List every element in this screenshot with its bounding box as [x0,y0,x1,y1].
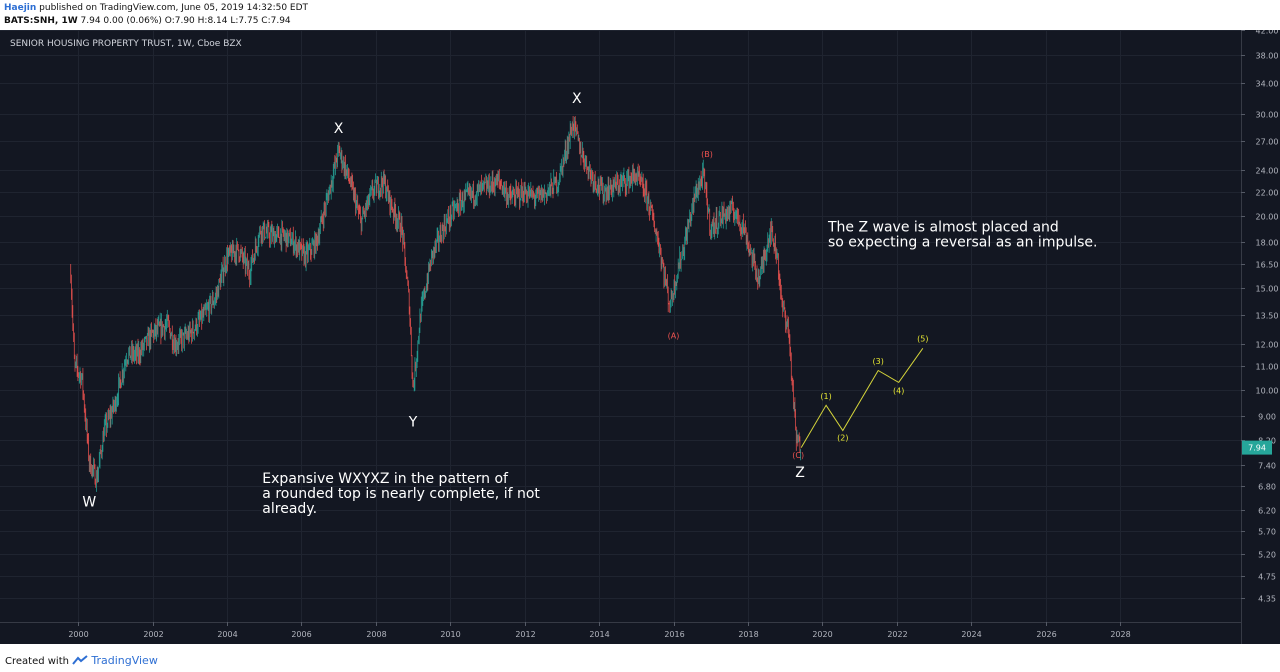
x-tick-label: 2002 [143,630,163,639]
y-tick-label: 6.80 [1258,483,1276,492]
chart-background [0,30,1280,644]
wave-label: Z [795,465,805,481]
note-line: The Z wave is almost placed and [827,220,1059,236]
tradingview-brand[interactable]: TradingView [91,654,158,667]
tradingview-logo-icon [72,655,91,667]
last-price-label: 7.94 [1248,444,1266,453]
y-tick-label: 24.00 [1256,167,1279,176]
x-tick-label: 2026 [1036,630,1056,639]
y-tick-label: 27.00 [1256,138,1279,147]
x-tick-label: 2010 [440,630,460,639]
symbol-info: BATS:SNH, 1W 7.94 0.00 (0.06%) O:7.90 H:… [4,16,291,26]
x-tick-label: 2008 [366,630,386,639]
chart-grid [0,30,1241,622]
wave-label: Y [408,415,418,431]
x-tick-label: 2014 [589,630,609,639]
wave-label: (2) [837,434,848,443]
x-tick-label: 2028 [1110,630,1130,639]
wave-label: W [82,494,96,510]
wave-label: (3) [873,357,884,366]
wave-label: (A) [668,332,680,341]
last-price-badge: 7.94 [1242,440,1272,455]
y-tick-label: 6.20 [1258,507,1276,516]
y-tick-label: 20.00 [1256,213,1279,222]
last-price-badge-bg [1242,440,1272,455]
y-tick-label: 22.00 [1256,189,1279,198]
y-tick-label: 4.75 [1258,573,1276,582]
note-text: Expansive WXYXZ in the pattern of a round… [262,471,540,517]
y-tick-label: 18.00 [1256,239,1279,248]
x-tick-label: 2016 [664,630,684,639]
author-link[interactable]: Haejin [4,3,37,13]
y-tick-label: 11.00 [1256,363,1279,372]
publish-info: Haejin published on TradingView.com, Jun… [4,3,308,13]
chart-area[interactable]: W X Y X Z (A) (B) (C) (1) (2) (3) (4) (5) The Z wave… [0,27,1280,644]
x-tick-label: 2022 [887,630,907,639]
y-tick-label: 10.00 [1256,387,1279,396]
y-tick-label: 5.20 [1258,551,1276,560]
x-tick-label: 2012 [515,630,535,639]
wave-labels: W X Y X Z (A) (B) (C) (1) (2) (3) (4) (5) [82,91,928,510]
x-tick-label: 2020 [812,630,832,639]
note-line: Expansive WXYXZ in the pattern of [262,471,509,487]
x-tick-label: 2006 [291,630,311,639]
wave-label: (B) [701,150,713,159]
y-tick-label: 42.00 [1256,30,1279,36]
chart-title: SENIOR HOUSING PROPERTY TRUST, 1W, Cboe … [10,39,242,49]
y-tick-label: 15.00 [1256,285,1279,294]
chart-notes: The Z wave is almost placed and so expect… [262,220,1097,517]
y-tick-label: 38.00 [1256,52,1279,61]
publish-header: Haejin published on TradingView.com, Jun… [0,0,1280,30]
note-line: so expecting a reversal as an impulse. [828,235,1097,251]
note-text: The Z wave is almost placed and so expect… [827,220,1097,251]
wave-label: X [334,121,344,137]
footer: Created with TradingView [0,646,1280,672]
y-tick-label: 7.40 [1258,462,1276,471]
ohlc-values: 7.94 0.00 (0.06%) O:7.90 H:8.14 L:7.75 C… [80,16,291,26]
price-series [800,348,924,448]
x-tick-label: 2000 [68,630,88,639]
x-tick-label: 2004 [217,630,237,639]
wave-label: (5) [917,335,928,344]
y-tick-label: 4.35 [1258,595,1276,604]
symbol-label: BATS:SNH, 1W [4,16,78,26]
note-line: a rounded top is nearly complete, if not [262,486,540,502]
time-axis[interactable]: 2000 2002 2004 2006 2008 2010 2012 2014 2016 2018… [68,622,1131,639]
y-tick-label: 30.00 [1256,111,1279,120]
x-tick-label: 2024 [961,630,981,639]
y-tick-label: 34.00 [1256,80,1279,89]
note-line: already. [262,501,317,517]
y-tick-label: 13.50 [1256,312,1279,321]
published-text: published on TradingView.com, June 05, 2… [39,3,309,13]
wave-label: (1) [820,392,831,401]
y-tick-label: 16.50 [1256,261,1279,270]
wave-label: (4) [893,387,904,396]
y-tick-label: 12.00 [1256,341,1279,350]
price-axis[interactable]: 42.00 38.00 34.00 30.00 27.00 24.00 22.00 20.00… [1241,27,1279,604]
price-candles [70,116,801,492]
wave-label: X [572,91,582,107]
y-tick-label: 5.70 [1258,528,1276,537]
price-chart[interactable]: W X Y X Z (A) (B) (C) (1) (2) (3) (4) (5) The Z wave… [0,27,1280,644]
wave-label: (C) [792,451,804,460]
x-tick-label: 2018 [738,630,758,639]
created-with-text: Created with [5,656,69,667]
projection-line [800,348,924,448]
y-tick-label: 9.00 [1258,413,1276,422]
